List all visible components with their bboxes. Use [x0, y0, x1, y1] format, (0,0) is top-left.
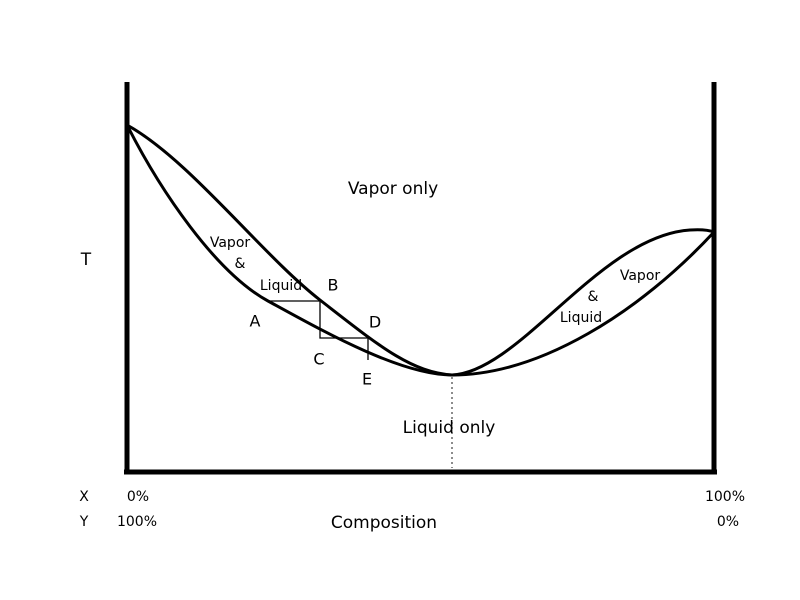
region-label: Liquid: [560, 310, 602, 326]
end-label: 100%: [117, 514, 157, 530]
region-label: &: [235, 256, 246, 272]
y-axis-label: T: [80, 250, 92, 270]
step-lines: [268, 300, 369, 360]
point-label: C: [313, 350, 324, 369]
end-label: 0%: [717, 514, 739, 530]
region-label: Vapor: [620, 268, 661, 284]
point-label: A: [250, 312, 261, 331]
region-label: Liquid only: [403, 418, 496, 438]
point-label: D: [369, 313, 381, 332]
region-label: Liquid: [260, 278, 302, 294]
end-label: 100%: [705, 489, 745, 505]
region-label: &: [588, 289, 599, 305]
point-label: E: [362, 370, 372, 389]
liquid-curve-left: [125, 124, 453, 377]
region-label: Vapor: [210, 235, 251, 251]
x-axis-label: Composition: [331, 513, 437, 533]
curves: [125, 123, 716, 377]
vapor-curve-left: [126, 123, 453, 377]
row-label: Y: [79, 514, 89, 530]
row-label: X: [79, 489, 89, 505]
point-label: B: [328, 276, 339, 295]
end-label: 0%: [127, 489, 149, 505]
liquid-curve-right: [451, 230, 716, 377]
region-label: Vapor only: [348, 179, 438, 199]
vapor-curve-right: [451, 228, 715, 377]
